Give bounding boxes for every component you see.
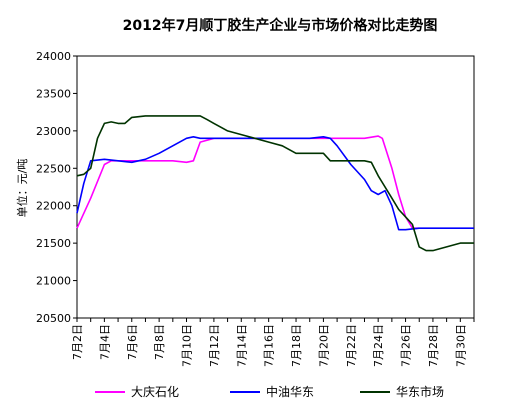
y-axis-label: 单位：元/吨 bbox=[15, 159, 29, 218]
x-tick-label: 7月10日 bbox=[181, 324, 194, 367]
series-line-1 bbox=[76, 135, 420, 229]
y-tick-label: 24000 bbox=[36, 50, 71, 63]
series-line-2 bbox=[76, 136, 474, 231]
plot-layer: 20500 21000 21500 22000 22500 23000 23500 24000… bbox=[36, 50, 475, 367]
x-tick-label: 7月2日 bbox=[71, 324, 84, 360]
y-tick-label: 23000 bbox=[36, 125, 71, 138]
chart-title: 2012年7月顺丁胶生产企业与市场价格对比走势图 bbox=[123, 17, 438, 34]
legend-label-2: 中油华东 bbox=[266, 384, 314, 399]
y-tick-label: 23500 bbox=[36, 87, 71, 100]
x-tick-label: 7月18日 bbox=[290, 324, 303, 367]
x-tick-label: 7月26日 bbox=[400, 324, 413, 367]
x-tick-label: 7月12日 bbox=[208, 324, 221, 367]
legend: 大庆石化 中油华东 华东市场 bbox=[95, 384, 444, 399]
x-tick-label: 7月24日 bbox=[372, 324, 385, 367]
plot-frame bbox=[76, 55, 475, 319]
x-tick-label: 7月30日 bbox=[454, 324, 467, 367]
y-tick-label: 22500 bbox=[36, 162, 71, 175]
series-line-3 bbox=[76, 115, 474, 252]
x-tick-label: 7月20日 bbox=[317, 324, 330, 367]
y-tick-label: 20500 bbox=[36, 312, 71, 325]
x-tick-label: 7月6日 bbox=[126, 324, 139, 360]
x-tick-label: 7月8日 bbox=[153, 324, 166, 360]
x-tick-label: 7月22日 bbox=[345, 324, 358, 367]
legend-label-3: 华东市场 bbox=[396, 384, 444, 399]
y-tick-label: 21500 bbox=[36, 237, 71, 250]
y-tick-label: 21000 bbox=[36, 275, 71, 288]
x-tick-label: 7月28日 bbox=[427, 324, 440, 367]
legend-label-1: 大庆石化 bbox=[131, 385, 179, 399]
x-tick-label: 7月4日 bbox=[98, 324, 111, 360]
y-tick-label: 22000 bbox=[36, 200, 71, 213]
x-tick-label: 7月14日 bbox=[235, 324, 248, 367]
x-tick-label: 7月16日 bbox=[263, 324, 276, 367]
